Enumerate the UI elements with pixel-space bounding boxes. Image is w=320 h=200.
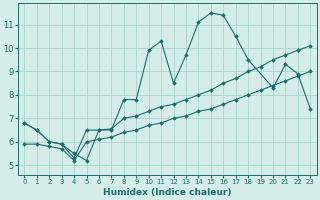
X-axis label: Humidex (Indice chaleur): Humidex (Indice chaleur) xyxy=(103,188,232,197)
